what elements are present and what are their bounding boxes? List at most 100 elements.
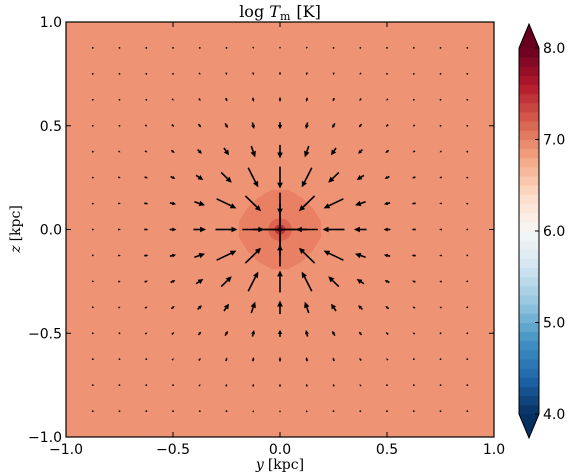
velocity-arrow bbox=[169, 201, 177, 206]
velocity-arrow bbox=[277, 270, 283, 293]
velocity-arrow bbox=[439, 150, 442, 153]
velocity-arrow bbox=[466, 73, 469, 75]
velocity-arrow bbox=[195, 174, 204, 180]
axis-ticks bbox=[65, 21, 495, 438]
colorbar-bands bbox=[519, 48, 539, 415]
velocity-arrow bbox=[466, 410, 469, 412]
velocity-arrow bbox=[225, 72, 228, 76]
velocity-arrow bbox=[279, 383, 281, 387]
velocity-arrow bbox=[144, 332, 148, 335]
velocity-arrow bbox=[411, 228, 416, 231]
colorbar-band bbox=[519, 368, 539, 378]
colorbar-band bbox=[519, 258, 539, 268]
chart-title: log Tm [K] bbox=[239, 2, 321, 23]
velocity-arrow bbox=[193, 226, 207, 233]
velocity-arrow bbox=[118, 176, 121, 179]
velocity-arrow bbox=[145, 73, 148, 75]
velocity-arrow bbox=[412, 176, 416, 179]
colorbar-tick-label: 5.0 bbox=[543, 316, 565, 332]
colorbar-band bbox=[519, 304, 539, 314]
velocity-arrow bbox=[169, 227, 177, 232]
colorbar-band bbox=[519, 212, 539, 223]
velocity-arrow bbox=[385, 149, 390, 153]
velocity-arrow bbox=[172, 384, 174, 386]
colorbar-band bbox=[519, 313, 539, 323]
velocity-arrow bbox=[306, 46, 308, 49]
velocity-arrow bbox=[144, 150, 148, 153]
velocity-arrow bbox=[144, 280, 148, 283]
velocity-arrow bbox=[220, 276, 232, 288]
velocity-arrow bbox=[216, 198, 237, 209]
colorbar-extend-min bbox=[519, 414, 539, 438]
colorbar-tick-label: 4.0 bbox=[543, 407, 565, 423]
colorbar-band bbox=[519, 386, 539, 397]
velocity-arrow bbox=[144, 228, 149, 231]
velocity-arrow bbox=[412, 47, 415, 49]
velocity-arrow bbox=[197, 123, 202, 128]
velocity-arrow bbox=[225, 383, 228, 387]
colorbar-band bbox=[519, 322, 539, 333]
velocity-arrow bbox=[252, 46, 254, 49]
velocity-arrow bbox=[332, 72, 335, 76]
y-tick-label: 1.0 bbox=[40, 15, 62, 31]
velocity-arrow bbox=[412, 306, 416, 309]
velocity-arrow bbox=[305, 97, 309, 102]
velocity-arrow bbox=[412, 98, 415, 101]
velocity-arrow bbox=[386, 98, 389, 101]
velocity-arrow bbox=[118, 358, 121, 361]
velocity-arrow bbox=[195, 279, 204, 285]
velocity-arrow bbox=[224, 330, 228, 337]
velocity-arrow bbox=[145, 358, 148, 361]
velocity-arrow bbox=[439, 47, 442, 49]
colorbar-band bbox=[519, 148, 539, 159]
colorbar-band bbox=[519, 185, 539, 195]
colorbar-band bbox=[519, 166, 539, 177]
velocity-arrow bbox=[386, 358, 389, 361]
velocity-arrow bbox=[91, 306, 94, 309]
velocity-arrow bbox=[466, 358, 469, 361]
velocity-arrow bbox=[225, 410, 228, 412]
velocity-arrows bbox=[91, 46, 469, 413]
colorbar-extend-max bbox=[519, 24, 539, 48]
velocity-arrow bbox=[223, 147, 229, 156]
colorbar-band bbox=[519, 102, 539, 113]
velocity-arrow bbox=[279, 72, 281, 76]
velocity-arrow bbox=[412, 280, 416, 283]
velocity-arrow bbox=[328, 276, 340, 288]
velocity-arrow bbox=[251, 97, 255, 102]
velocity-arrow bbox=[198, 357, 201, 361]
colorbar-band bbox=[519, 349, 539, 360]
colorbar: 4.0 5.0 6.0 7.0 8.0 bbox=[518, 22, 565, 440]
velocity-arrow bbox=[439, 254, 442, 257]
velocity-arrow bbox=[411, 254, 416, 257]
velocity-arrow bbox=[353, 226, 367, 233]
velocity-arrow bbox=[412, 73, 415, 75]
velocity-arrow bbox=[198, 98, 201, 102]
colorbar-band bbox=[519, 75, 539, 85]
velocity-arrow bbox=[298, 195, 316, 212]
velocity-arrow bbox=[144, 176, 148, 179]
velocity-arrow bbox=[386, 47, 388, 49]
velocity-arrow bbox=[466, 150, 469, 153]
colorbar-band bbox=[519, 221, 539, 232]
velocity-arrow bbox=[385, 306, 390, 310]
colorbar-band bbox=[519, 139, 539, 150]
colorbar-band bbox=[519, 121, 539, 131]
velocity-arrow bbox=[332, 357, 335, 362]
colorbar-band bbox=[519, 359, 539, 369]
velocity-arrow bbox=[466, 254, 469, 257]
colorbar-band bbox=[519, 84, 539, 95]
velocity-arrow bbox=[279, 410, 281, 413]
velocity-arrow bbox=[118, 228, 121, 231]
velocity-arrow bbox=[277, 300, 283, 315]
velocity-arrow bbox=[144, 306, 148, 309]
velocity-arrow bbox=[359, 410, 362, 412]
velocity-arrow bbox=[304, 301, 310, 314]
velocity-arrow bbox=[171, 98, 174, 101]
velocity-arrow bbox=[466, 124, 469, 127]
velocity-arrow bbox=[386, 384, 388, 386]
velocity-arrow bbox=[356, 174, 365, 180]
velocity-arrow bbox=[171, 358, 174, 361]
velocity-arrow bbox=[412, 150, 416, 153]
colorbar-band bbox=[519, 203, 539, 214]
